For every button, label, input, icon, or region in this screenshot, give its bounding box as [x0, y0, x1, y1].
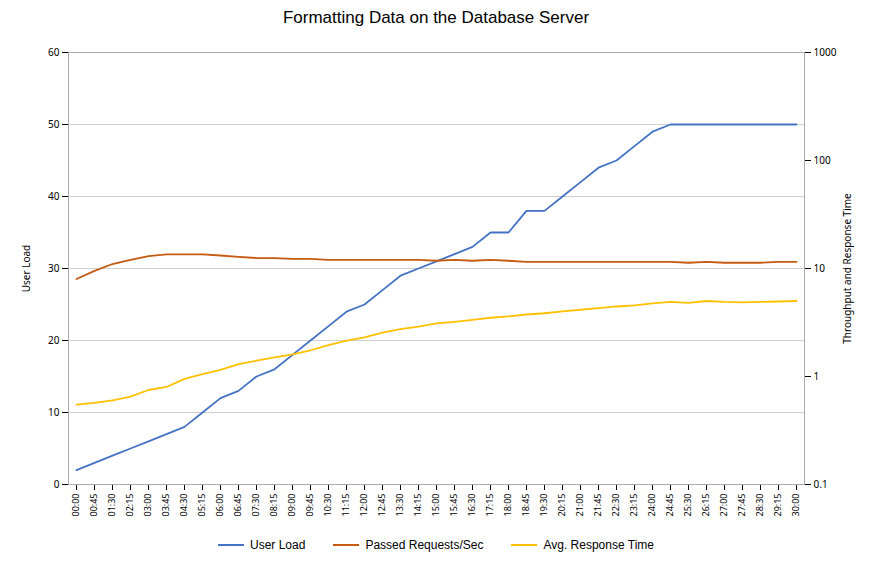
svg-text:06:45: 06:45: [231, 494, 244, 517]
svg-text:03:45: 03:45: [159, 494, 172, 517]
svg-text:1: 1: [814, 369, 820, 383]
svg-text:10: 10: [48, 405, 60, 419]
svg-text:00:00: 00:00: [69, 494, 82, 517]
svg-text:12:00: 12:00: [357, 494, 370, 517]
svg-text:10: 10: [814, 261, 826, 275]
svg-text:30: 30: [48, 261, 60, 275]
svg-text:09:00: 09:00: [285, 494, 298, 517]
svg-text:23:15: 23:15: [627, 494, 640, 517]
svg-text:16:30: 16:30: [465, 494, 478, 517]
svg-text:0: 0: [54, 477, 60, 491]
svg-text:21:45: 21:45: [591, 494, 604, 517]
svg-text:20: 20: [48, 333, 60, 347]
html-text:User Load: User Load: [250, 538, 306, 552]
svg-text:28:30: 28:30: [753, 494, 766, 517]
svg-text:21:00: 21:00: [573, 494, 586, 517]
svg-text:50: 50: [48, 117, 60, 131]
svg-text:24:00: 24:00: [645, 494, 658, 517]
svg-text:27:45: 27:45: [735, 494, 748, 517]
svg-text:25:30: 25:30: [681, 494, 694, 517]
svg-text:12:45: 12:45: [375, 494, 388, 517]
svg-text:01:30: 01:30: [105, 494, 118, 517]
svg-text:05:15: 05:15: [195, 494, 208, 517]
svg-text:18:00: 18:00: [501, 494, 514, 517]
svg-text:15:00: 15:00: [429, 494, 442, 517]
svg-text:27:00: 27:00: [717, 494, 730, 517]
svg-text:100: 100: [814, 153, 831, 167]
svg-text:11:15: 11:15: [339, 494, 352, 517]
html-text:Avg. Response Time: Avg. Response Time: [543, 538, 654, 552]
svg-text:30:00: 30:00: [789, 494, 802, 517]
svg-text:60: 60: [48, 45, 60, 59]
svg-text:18:45: 18:45: [519, 494, 532, 517]
svg-text:22:30: 22:30: [609, 494, 622, 517]
svg-text:15:45: 15:45: [447, 494, 460, 517]
svg-text:02:15: 02:15: [123, 494, 136, 517]
svg-text:04:30: 04:30: [177, 494, 190, 517]
svg-text:00:45: 00:45: [87, 494, 100, 517]
svg-text:13:30: 13:30: [393, 494, 406, 517]
svg-text:0.1: 0.1: [814, 477, 828, 491]
svg-text:10:30: 10:30: [321, 494, 334, 517]
html-text:Passed Requests/Sec: Passed Requests/Sec: [365, 538, 484, 552]
svg-text:29:15: 29:15: [771, 494, 784, 517]
svg-text:19:30: 19:30: [537, 494, 550, 517]
svg-text:09:45: 09:45: [303, 494, 316, 517]
svg-text:03:00: 03:00: [141, 494, 154, 517]
svg-text:06:00: 06:00: [213, 494, 226, 517]
svg-text:08:15: 08:15: [267, 494, 280, 517]
svg-text:40: 40: [48, 189, 60, 203]
svg-text:26:15: 26:15: [699, 494, 712, 517]
svg-text:14:15: 14:15: [411, 494, 424, 517]
svg-text:07:30: 07:30: [249, 494, 262, 517]
svg-text:17:15: 17:15: [483, 494, 496, 517]
svg-text:20:15: 20:15: [555, 494, 568, 517]
svg-text:Throughput and Response Time: Throughput and Response Time: [840, 193, 854, 344]
svg-text:24:45: 24:45: [663, 494, 676, 517]
svg-text:1000: 1000: [814, 45, 837, 59]
html-text:Formatting Data on the Databas: Formatting Data on the Database Server: [282, 8, 590, 27]
svg-text:User Load: User Load: [19, 245, 33, 293]
